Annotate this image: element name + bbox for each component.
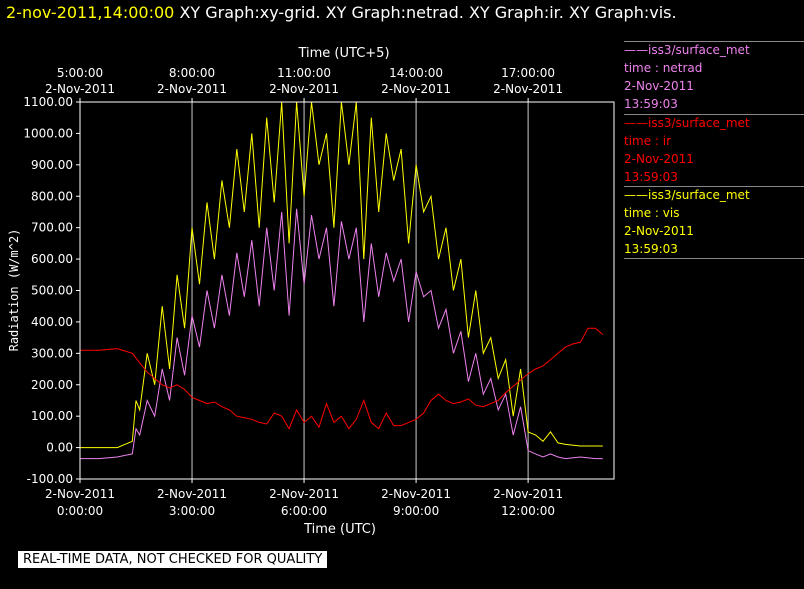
legend-separator — [624, 186, 804, 187]
x-tick-label-time: 3:00:00 — [169, 504, 215, 518]
legend-separator — [624, 258, 804, 259]
legend-date: 2-Nov-2011 — [624, 224, 694, 238]
legend-separator — [624, 41, 804, 42]
x-tick-label-date: 2-Nov-2011 — [493, 487, 563, 501]
y-tick-label: 900.00 — [31, 158, 73, 172]
x-tick-label-date: 2-Nov-2011 — [45, 487, 115, 501]
x2-tick-label-time: 17:00:00 — [501, 66, 555, 80]
x2-tick-label-date: 2-Nov-2011 — [493, 82, 563, 96]
x2-tick-label-time: 5:00:00 — [57, 66, 103, 80]
x-tick-label-time: 0:00:00 — [57, 504, 103, 518]
legend-variable: time : netrad — [624, 61, 703, 75]
legend-time: 13:59:03 — [624, 97, 678, 111]
y-tick-label: 100.00 — [31, 409, 73, 423]
legend-time: 13:59:03 — [624, 242, 678, 256]
legend-entry-vis: ——iss3/surface_met time : vis 2-Nov-2011… — [624, 186, 804, 258]
x2-tick-label-date: 2-Nov-2011 — [157, 82, 227, 96]
series-line-2 — [80, 327, 604, 430]
x2-tick-label-time: 8:00:00 — [169, 66, 215, 80]
legend-time: 13:59:03 — [624, 170, 678, 184]
graph-list: XY Graph:xy-grid. XY Graph:netrad. XY Gr… — [179, 3, 677, 22]
series-line-1 — [80, 208, 603, 460]
x-tick-label-date: 2-Nov-2011 — [157, 487, 227, 501]
x-tick-label-time: 6:00:00 — [281, 504, 327, 518]
legend-variable: time : ir — [624, 134, 672, 148]
plot-frame — [79, 101, 615, 480]
x2-axis-title: Time (UTC+5) — [297, 46, 389, 61]
x-axis-title: Time (UTC) — [303, 522, 376, 537]
y-tick-label: 300.00 — [31, 346, 73, 360]
x2-tick-label-time: 11:00:00 — [277, 66, 331, 80]
qc-notice: REAL-TIME DATA, NOT CHECKED FOR QUALITY — [18, 551, 328, 568]
x2-tick-label-time: 14:00:00 — [389, 66, 443, 80]
legend-date: 2-Nov-2011 — [624, 79, 694, 93]
x2-tick-label-date: 2-Nov-2011 — [381, 82, 451, 96]
y-tick-label: 400.00 — [31, 315, 73, 329]
legend-entry-netrad: ——iss3/surface_met time : netrad 2-Nov-2… — [624, 41, 804, 113]
x-tick-label-date: 2-Nov-2011 — [381, 487, 451, 501]
y-tick-label: 1000.00 — [23, 126, 73, 140]
y-tick-label: 0.00 — [46, 441, 73, 455]
y-tick-label: 600.00 — [31, 252, 73, 266]
legend-entry-ir: ——iss3/surface_met time : ir 2-Nov-2011 … — [624, 114, 804, 186]
legend-source: ——iss3/surface_met — [624, 43, 750, 57]
legend-source: ——iss3/surface_met — [624, 116, 750, 130]
y-axis-title: Radiation (W/m^2) — [7, 229, 21, 352]
series-line-0 — [80, 101, 603, 449]
y-tick-label: -100.00 — [27, 472, 73, 486]
legend-source: ——iss3/surface_met — [624, 188, 750, 202]
timestamp: 2-nov-2011,14:00:00 — [6, 3, 175, 22]
y-tick-label: 800.00 — [31, 189, 73, 203]
y-tick-label: 1100.00 — [23, 95, 73, 109]
legend-variable: time : vis — [624, 206, 680, 220]
x-tick-label-date: 2-Nov-2011 — [269, 487, 339, 501]
x2-tick-label-date: 2-Nov-2011 — [45, 82, 115, 96]
x2-tick-label-date: 2-Nov-2011 — [269, 82, 339, 96]
y-tick-label: 500.00 — [31, 284, 73, 298]
window-title: 2-nov-2011,14:00:00 XY Graph:xy-grid. XY… — [6, 3, 677, 22]
x-tick-label-time: 12:00:00 — [501, 504, 555, 518]
x-tick-label-time: 9:00:00 — [393, 504, 439, 518]
y-tick-label: 700.00 — [31, 221, 73, 235]
legend-separator — [624, 114, 804, 115]
legend-date: 2-Nov-2011 — [624, 152, 694, 166]
y-tick-label: 200.00 — [31, 378, 73, 392]
